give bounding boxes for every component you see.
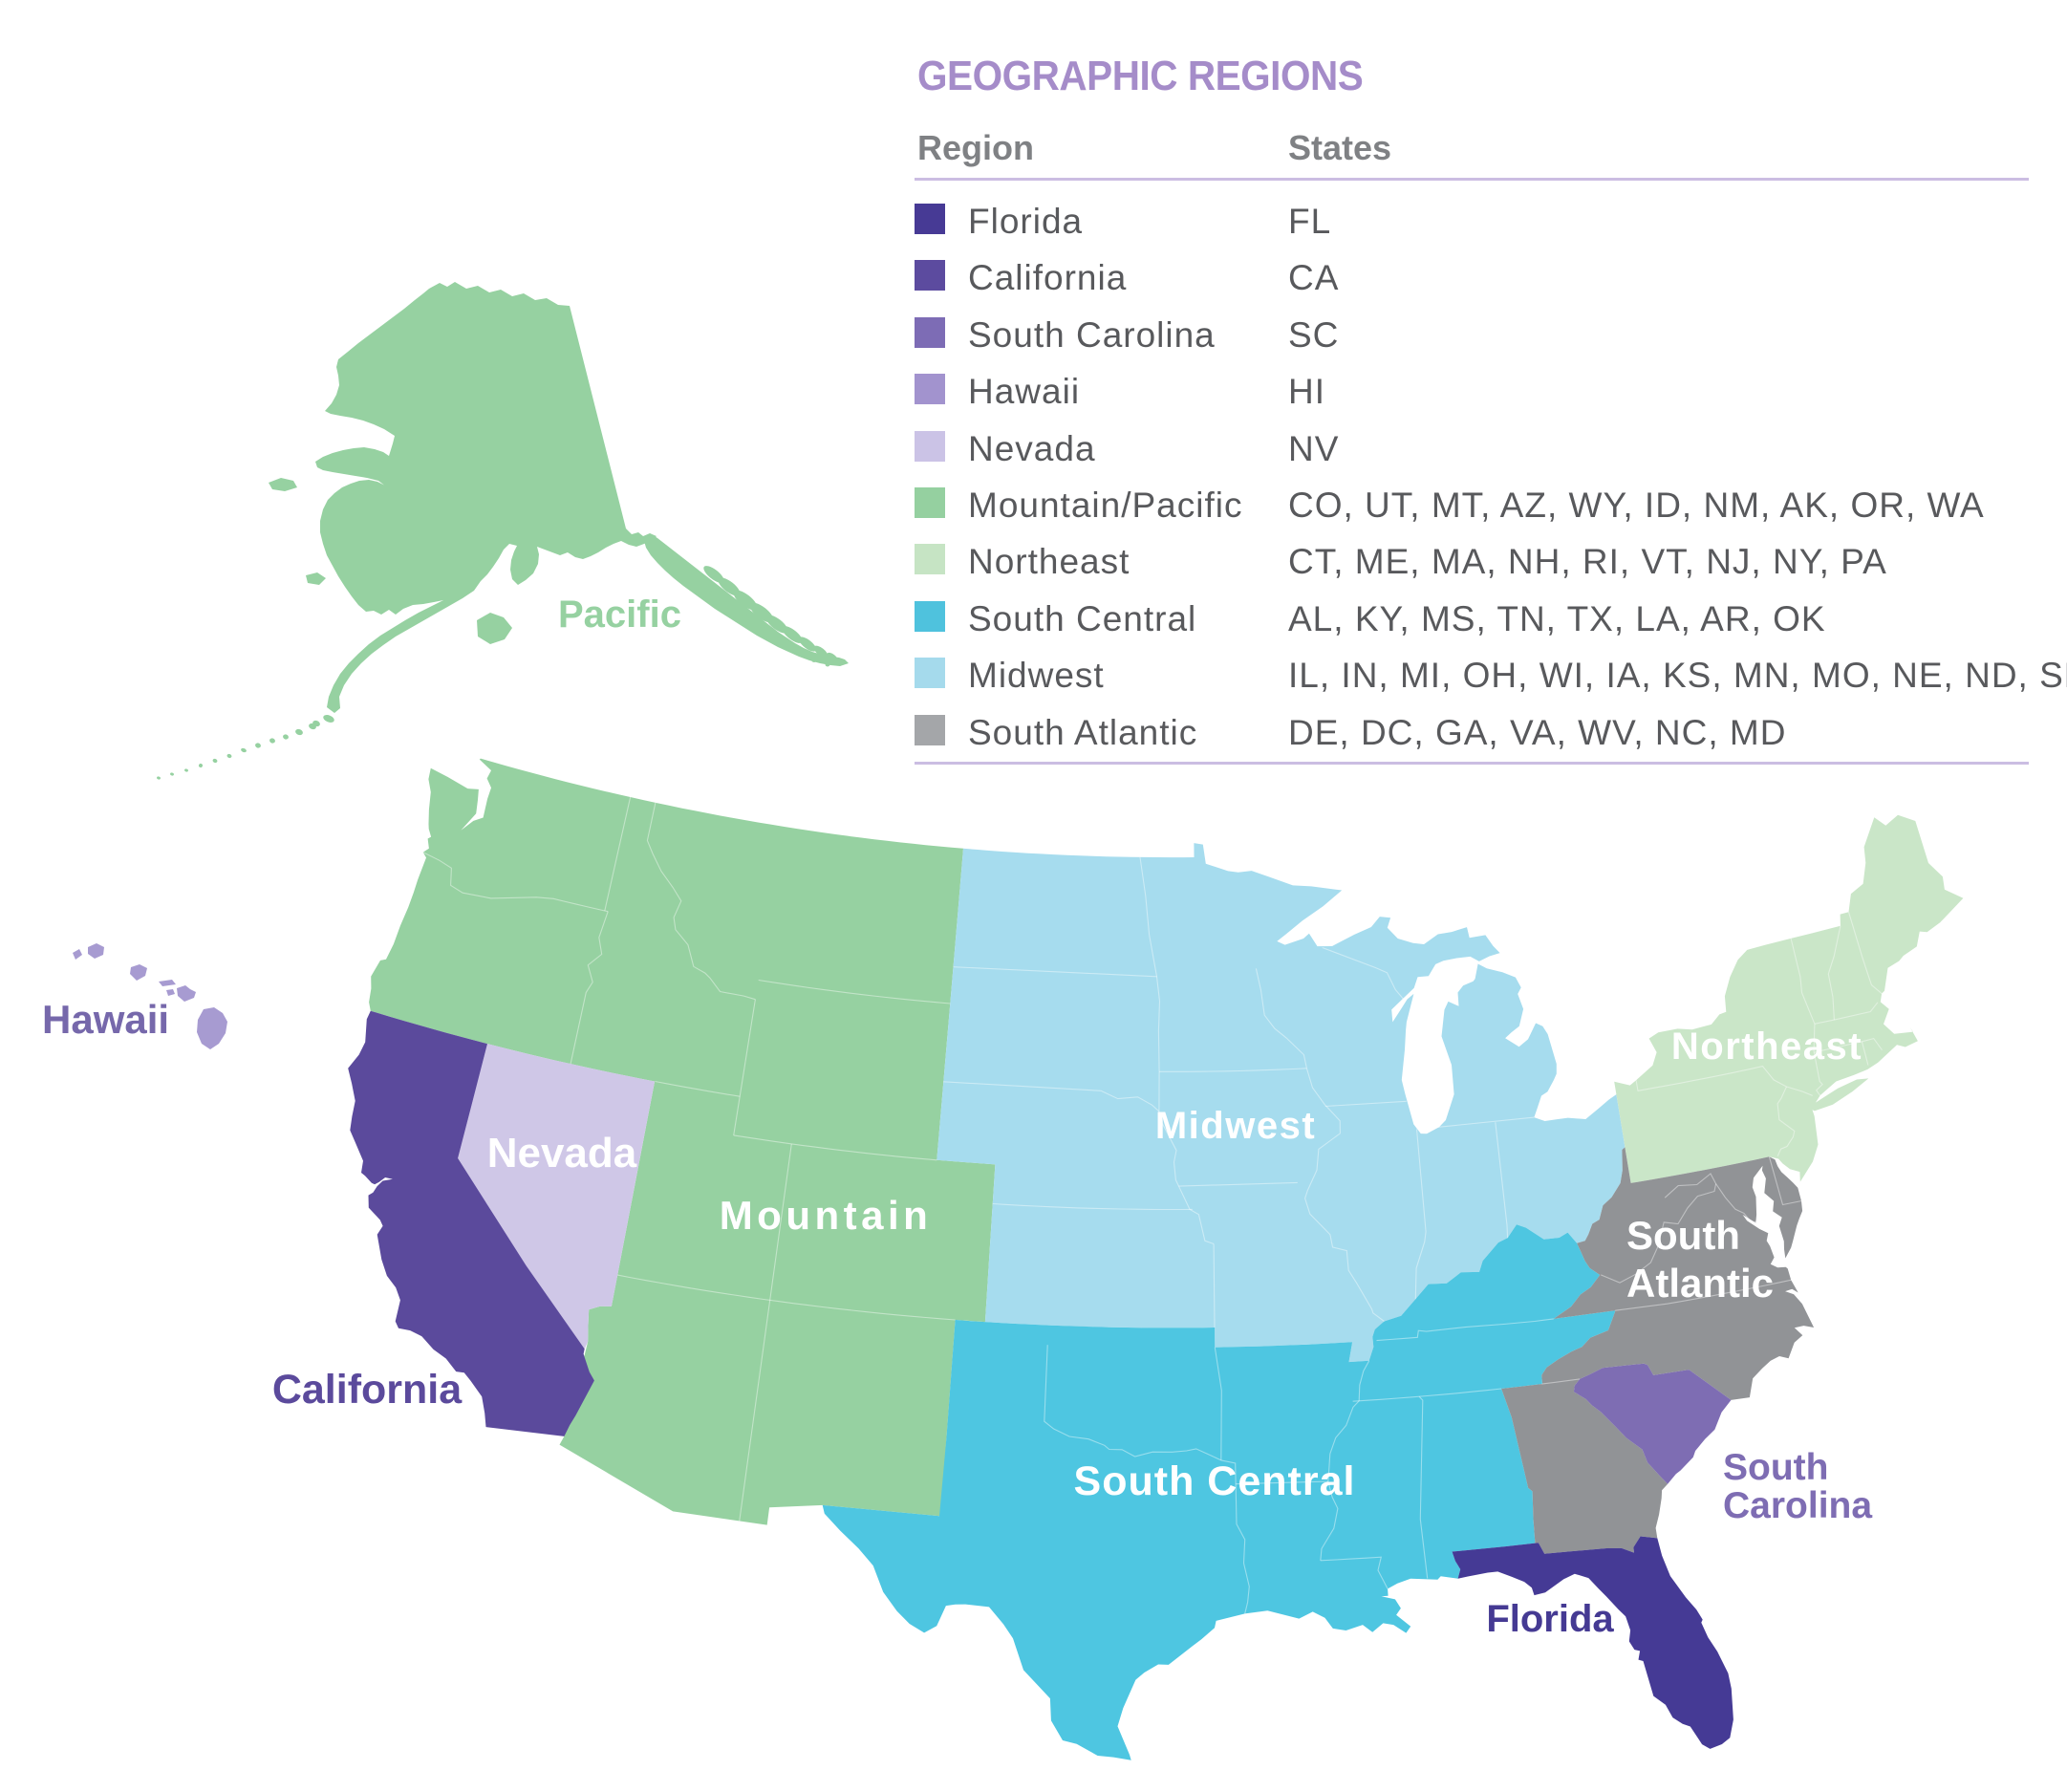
svg-text:South Central: South Central [1074,1458,1356,1504]
svg-text:South: South [1723,1447,1828,1488]
svg-text:Carolina: Carolina [1723,1485,1872,1526]
svg-text:Hawaii: Hawaii [42,997,169,1042]
svg-text:Atlantic: Atlantic [1626,1261,1774,1306]
svg-text:Pacific: Pacific [558,594,681,636]
svg-text:Northeast: Northeast [1671,1026,1862,1068]
svg-text:Midwest: Midwest [1155,1105,1316,1147]
svg-text:California: California [272,1367,463,1413]
svg-text:Mountain: Mountain [720,1193,933,1238]
svg-text:Nevada: Nevada [487,1130,637,1177]
svg-text:South: South [1626,1213,1740,1258]
svg-text:Florida: Florida [1486,1598,1614,1640]
